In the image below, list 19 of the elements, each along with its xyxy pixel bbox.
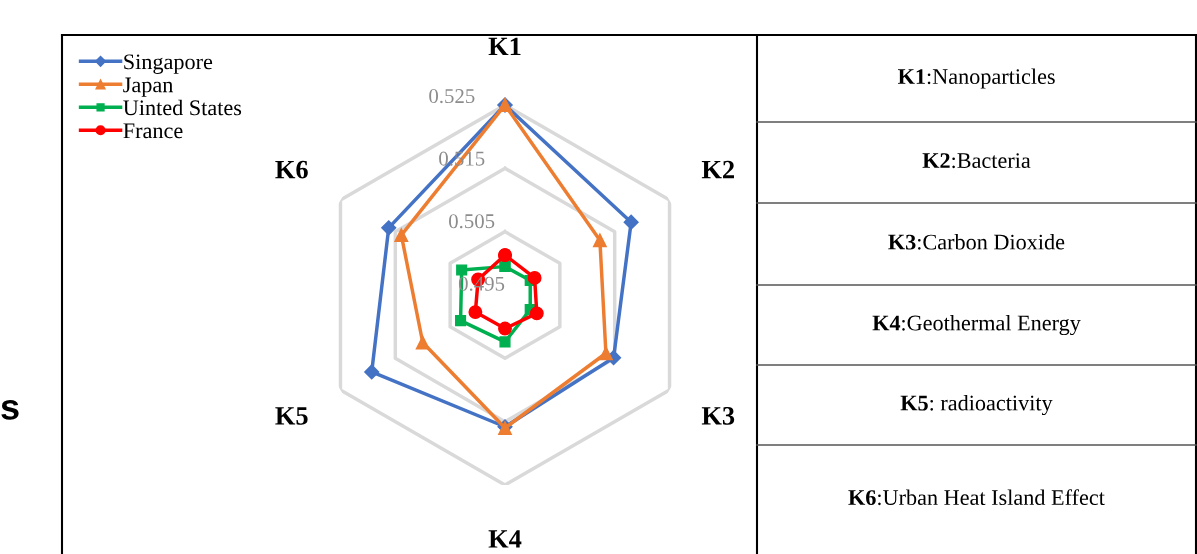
legend-label: France [123, 123, 183, 139]
legend-label: Singapore [124, 54, 213, 74]
y-tick-label: 0.525 [429, 89, 475, 104]
text: K4:Geothermal Energy [872, 314, 1081, 336]
text: K1:Nanoparticles [898, 68, 1055, 89]
text: K5: radioactivity [900, 394, 1053, 416]
legend-label: Uinted States [123, 99, 242, 116]
text: K3:Carbon Dioxide [888, 233, 1065, 250]
spoke-label: K1 [488, 37, 521, 56]
text: s [1, 399, 19, 420]
spoke-label: K3 [701, 407, 735, 425]
y-tick-label: 0.505 [449, 214, 495, 229]
spoke-label: K6 [275, 160, 308, 179]
spoke-label: K5 [275, 407, 308, 425]
text: K6:Urban Heat Island Effect [848, 489, 1105, 506]
spoke-label: K4 [488, 530, 522, 548]
legend-label: Japan [123, 77, 174, 97]
spoke-label: K2 [701, 160, 734, 179]
text: K2:Bacteria [922, 153, 1031, 169]
